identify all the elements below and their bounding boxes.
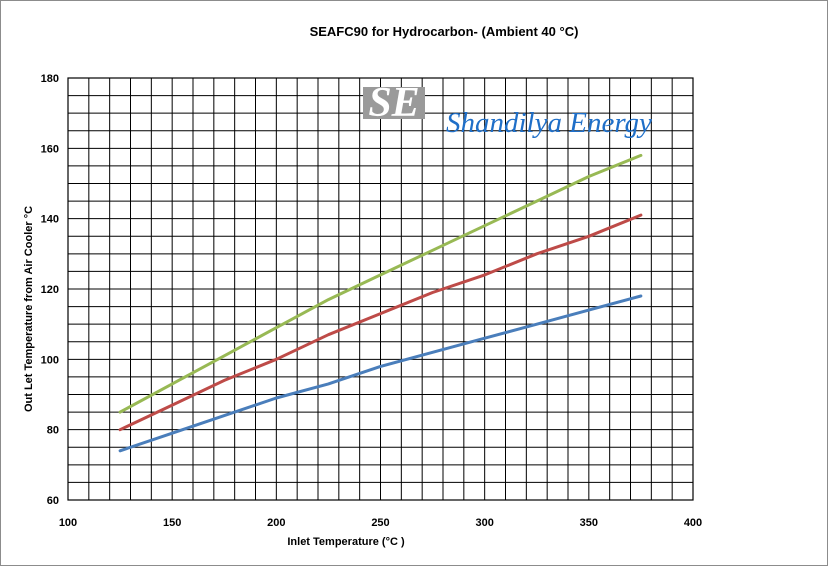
y-tick-label: 120 [41, 284, 59, 296]
y-tick-label: 180 [41, 73, 59, 85]
x-tick-label: 100 [59, 517, 77, 529]
x-tick-label: 350 [580, 517, 598, 529]
watermark-brand-text: Shandilya Energy [446, 107, 652, 139]
x-tick-label: 250 [371, 517, 389, 529]
y-axis-label: Out Let Temperature from Air Cooler °C [23, 206, 35, 412]
series-line-1 [118, 294, 643, 453]
y-tick-label: 60 [47, 495, 59, 507]
series-layer [118, 153, 643, 453]
watermark-logo-box [363, 87, 425, 119]
chart-title: SEAFC90 for Hydrocarbon- (Ambient 40 °C) [310, 24, 579, 39]
x-axis-label: Inlet Temperature (°C ) [287, 536, 405, 548]
y-tick-label: 160 [41, 143, 59, 155]
y-tick-label: 80 [47, 425, 59, 437]
plot-area-border [67, 77, 694, 501]
x-tick-label: 200 [267, 517, 285, 529]
x-tick-label: 400 [684, 517, 702, 529]
x-tick-label: 150 [163, 517, 181, 529]
x-tick-label: 300 [475, 517, 493, 529]
watermark-logo-text: SE [368, 80, 419, 126]
tick-labels: 100 150 200 250 300 350 400 60 80 100 120 140 160 180 [41, 73, 703, 529]
y-tick-label: 140 [41, 214, 59, 226]
series-line-2 [118, 213, 643, 432]
watermark-logo: SE Shandilya Energy [363, 80, 652, 139]
y-tick-label: 100 [41, 354, 59, 366]
series-line-3 [118, 153, 643, 414]
